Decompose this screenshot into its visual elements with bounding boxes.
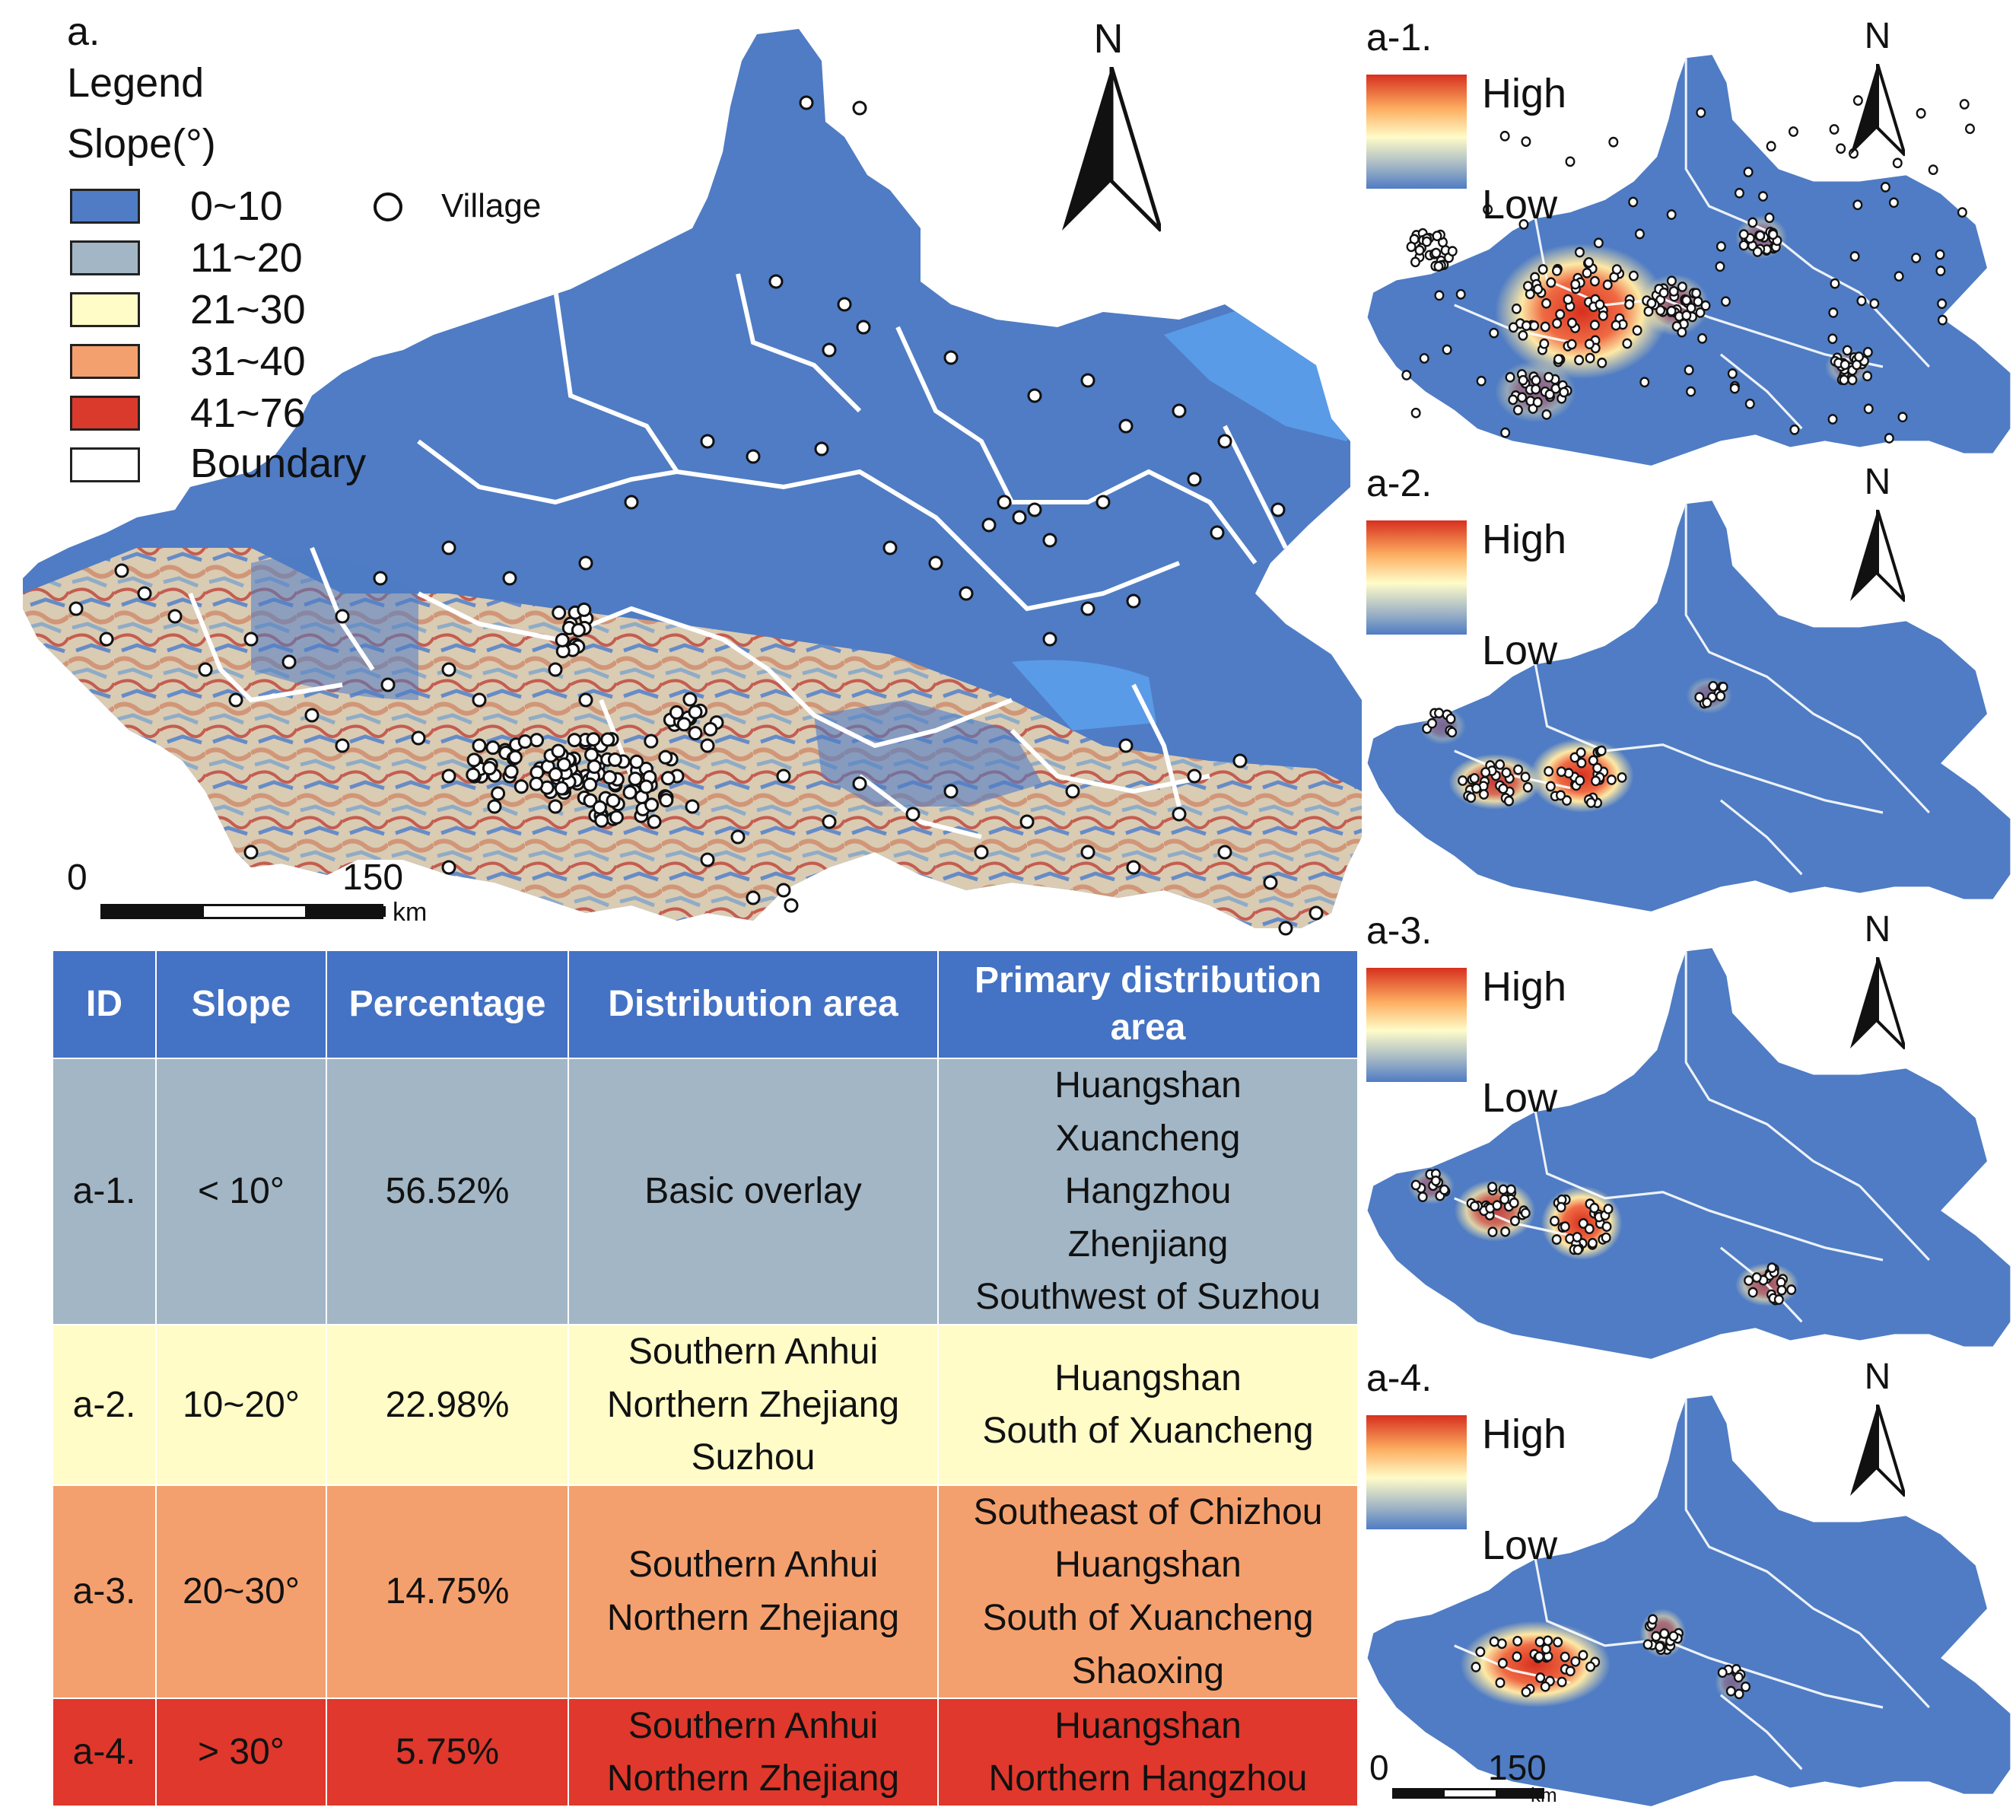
legend-swatch-41-76 bbox=[70, 396, 140, 431]
heat-map-4-label: a-4. bbox=[1366, 1357, 1433, 1399]
main-panel-label: a. bbox=[67, 10, 100, 54]
table-row: a-3. 20~30° 14.75% Southern Anhui Northern Z… bbox=[52, 1484, 1359, 1700]
scale-unit: km bbox=[393, 898, 428, 927]
heat-map-2-low-label: Low bbox=[1482, 628, 1558, 673]
cell-id: a-4. bbox=[52, 1698, 157, 1808]
table-row: a-1. < 10° 56.52% Basic overlay Huangshan Xua… bbox=[52, 1058, 1359, 1325]
cell-slope: > 30° bbox=[155, 1698, 327, 1808]
cell-percentage: 22.98% bbox=[326, 1324, 569, 1486]
heat-map-2-high-label: High bbox=[1482, 517, 1567, 562]
heat-map-3-north-arrow-icon bbox=[1850, 957, 1905, 1050]
heat-map-4-high-label: High bbox=[1482, 1411, 1567, 1457]
legend-label-village: Village bbox=[441, 187, 542, 224]
legend-label-31-40: 31~40 bbox=[190, 339, 306, 384]
legend-label-0-10: 0~10 bbox=[190, 183, 283, 229]
heat-map-4-color-ramp bbox=[1366, 1415, 1467, 1529]
heat-map-3-label: a-3. bbox=[1366, 909, 1433, 952]
heat-map-4 bbox=[1367, 1395, 2011, 1806]
header-primary-distribution-area: Primary distribution area bbox=[937, 950, 1359, 1059]
cell-slope: 10~20° bbox=[155, 1324, 327, 1486]
village-symbol-icon bbox=[374, 192, 402, 221]
cell-id: a-2. bbox=[52, 1324, 157, 1486]
heat-map-4-low-label: Low bbox=[1482, 1522, 1558, 1568]
cell-primary-distribution-area: Huangshan South of Xuancheng bbox=[937, 1324, 1359, 1486]
cell-percentage: 5.75% bbox=[326, 1698, 569, 1808]
heat-map-2-label: a-2. bbox=[1366, 462, 1433, 504]
legend-title: Legend bbox=[67, 60, 205, 106]
heat-map-4-north-label: N bbox=[1864, 1357, 1891, 1397]
heat-map-1-color-ramp bbox=[1366, 75, 1467, 189]
heat-map-4-scale-unit: km bbox=[1531, 1783, 1557, 1806]
scale-bar bbox=[100, 904, 386, 919]
cell-primary-distribution-area: Huangshan Northern Hangzhou bbox=[937, 1698, 1359, 1808]
header-slope: Slope bbox=[155, 950, 327, 1059]
legend-swatch-0-10 bbox=[70, 189, 140, 224]
cell-slope: 20~30° bbox=[155, 1484, 327, 1700]
cell-distribution-area: Southern Anhui Northern Zhejiang bbox=[568, 1484, 939, 1700]
cell-percentage: 56.52% bbox=[326, 1058, 569, 1325]
scale-start: 0 bbox=[67, 858, 87, 898]
cell-id: a-3. bbox=[52, 1484, 157, 1700]
heat-map-1-label: a-1. bbox=[1366, 16, 1433, 59]
heat-map-4-north-arrow-icon bbox=[1850, 1405, 1905, 1497]
north-label: N bbox=[1093, 16, 1124, 62]
heat-map-4-scale-end: 150 bbox=[1488, 1748, 1547, 1787]
heat-map-4-scale-bar bbox=[1392, 1788, 1544, 1799]
slope-map bbox=[23, 29, 1362, 936]
cell-distribution-area: Southern Anhui Northern Zhejiang Suzhou bbox=[568, 1324, 939, 1486]
heat-map-1-low-label: Low bbox=[1482, 182, 1558, 228]
slope-summary-table: ID Slope Percentage Distribution area Pr… bbox=[52, 950, 1359, 1808]
legend-label-11-20: 11~20 bbox=[190, 235, 303, 281]
table-header-row: ID Slope Percentage Distribution area Pr… bbox=[52, 950, 1359, 1059]
table-row: a-2. 10~20° 22.98% Southern Anhui Northern Z… bbox=[52, 1324, 1359, 1486]
cell-primary-distribution-area: Huangshan Xuancheng Hangzhou Zhenjiang South… bbox=[937, 1058, 1359, 1325]
legend-swatch-boundary bbox=[70, 447, 140, 482]
legend-subtitle: Slope(°) bbox=[67, 121, 216, 167]
cell-distribution-area: Southern Anhui Northern Zhejiang bbox=[568, 1698, 939, 1808]
header-distribution-area: Distribution area bbox=[568, 950, 939, 1059]
legend-swatch-31-40 bbox=[70, 344, 140, 379]
cell-id: a-1. bbox=[52, 1058, 157, 1325]
heat-map-2-north-arrow-icon bbox=[1850, 510, 1905, 603]
legend-swatch-21-30 bbox=[70, 292, 140, 327]
legend-label-41-76: 41~76 bbox=[190, 390, 306, 436]
legend-swatch-11-20 bbox=[70, 240, 140, 275]
scale-end: 150 bbox=[342, 858, 404, 898]
legend-label-boundary: Boundary bbox=[190, 441, 367, 486]
heat-map-3 bbox=[1367, 948, 2011, 1359]
cell-distribution-area: Basic overlay bbox=[568, 1058, 939, 1325]
heat-map-3-low-label: Low bbox=[1482, 1075, 1558, 1121]
heat-map-4-scale-start: 0 bbox=[1369, 1748, 1389, 1787]
cell-slope: < 10° bbox=[155, 1058, 327, 1325]
heat-map-1-north-arrow-icon bbox=[1850, 64, 1905, 157]
heat-map-3-color-ramp bbox=[1366, 968, 1467, 1082]
legend-label-21-30: 21~30 bbox=[190, 287, 306, 332]
heat-map-3-high-label: High bbox=[1482, 964, 1567, 1010]
table-row: a-4. > 30° 5.75% Southern Anhui Northern Zhe… bbox=[52, 1698, 1359, 1808]
heat-map-2 bbox=[1367, 501, 2011, 912]
heat-map-2-color-ramp bbox=[1366, 520, 1467, 635]
heat-map-1-high-label: High bbox=[1482, 71, 1567, 116]
header-percentage: Percentage bbox=[326, 950, 569, 1059]
cell-primary-distribution-area: Southeast of Chizhou Huangshan South of Xu… bbox=[937, 1484, 1359, 1700]
heat-map-1 bbox=[1367, 55, 2011, 466]
cell-percentage: 14.75% bbox=[326, 1484, 569, 1700]
heat-map-1-north-label: N bbox=[1864, 16, 1891, 56]
north-arrow-icon bbox=[1062, 67, 1161, 232]
header-id: ID bbox=[52, 950, 157, 1059]
heat-map-3-north-label: N bbox=[1864, 909, 1891, 950]
heat-map-2-north-label: N bbox=[1864, 462, 1891, 502]
